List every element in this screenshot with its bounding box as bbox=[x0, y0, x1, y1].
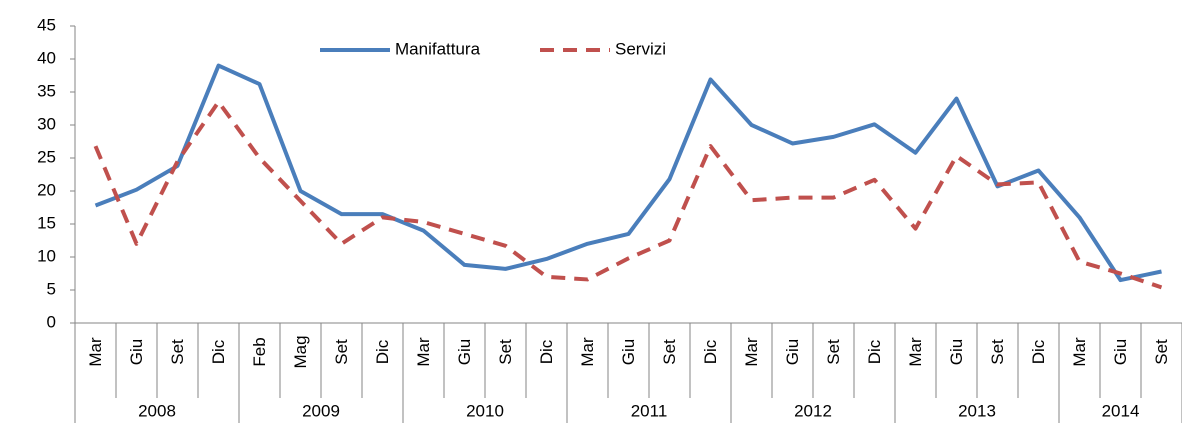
x-tick-label: Mag bbox=[291, 335, 310, 368]
x-tick-label: Set bbox=[332, 339, 351, 365]
series-line bbox=[94, 63, 1162, 283]
x-tick-label: Giu bbox=[947, 339, 966, 365]
x-tick-label: Mar bbox=[86, 337, 105, 367]
year-label: 2012 bbox=[794, 401, 832, 420]
x-tick-label: Set bbox=[496, 339, 515, 365]
legend-label: Manifattura bbox=[395, 39, 481, 58]
year-label: 2011 bbox=[631, 401, 668, 420]
x-tick-label: Giu bbox=[127, 339, 146, 365]
y-tick-label: 10 bbox=[37, 246, 56, 265]
x-tick-label: Giu bbox=[1111, 339, 1130, 365]
x-tick-label: Giu bbox=[619, 339, 638, 365]
y-tick-label: 40 bbox=[37, 48, 56, 67]
x-tick-label: Set bbox=[1152, 339, 1171, 365]
x-tick-label: Mar bbox=[906, 337, 925, 367]
x-tick-label: Giu bbox=[455, 339, 474, 365]
x-tick-label: Mar bbox=[414, 337, 433, 367]
x-tick-label: Dic bbox=[1029, 339, 1048, 364]
x-tick-label: Dic bbox=[209, 339, 228, 364]
x-tick-label: Dic bbox=[701, 339, 720, 364]
y-tick-label: 15 bbox=[37, 213, 56, 232]
y-tick-label: 35 bbox=[37, 81, 56, 100]
legend-label: Servizi bbox=[615, 39, 666, 58]
year-label: 2008 bbox=[138, 401, 176, 420]
x-tick-label: Set bbox=[660, 339, 679, 365]
x-tick-label: Set bbox=[824, 339, 843, 365]
y-tick-label: 30 bbox=[37, 114, 56, 133]
x-tick-label: Set bbox=[988, 339, 1007, 365]
x-tick-label: Mar bbox=[1070, 337, 1089, 367]
x-tick-label: Giu bbox=[783, 339, 802, 365]
x-tick-label: Dic bbox=[373, 339, 392, 364]
x-tick-label: Dic bbox=[865, 339, 884, 364]
y-tick-label: 45 bbox=[37, 15, 56, 34]
x-tick-label: Mar bbox=[742, 337, 761, 367]
year-label: 2014 bbox=[1102, 401, 1140, 420]
y-tick-label: 25 bbox=[37, 147, 56, 166]
y-tick-label: 5 bbox=[47, 279, 56, 298]
year-label: 2009 bbox=[302, 401, 340, 420]
x-tick-label: Dic bbox=[537, 339, 556, 364]
year-label: 2013 bbox=[958, 401, 996, 420]
y-tick-label: 0 bbox=[47, 312, 56, 331]
x-tick-label: Mar bbox=[578, 337, 597, 367]
x-tick-label: Set bbox=[168, 339, 187, 365]
series-line bbox=[93, 99, 1163, 290]
x-tick-label: Feb bbox=[250, 337, 269, 366]
year-label: 2010 bbox=[466, 401, 504, 420]
y-tick-label: 20 bbox=[37, 180, 56, 199]
